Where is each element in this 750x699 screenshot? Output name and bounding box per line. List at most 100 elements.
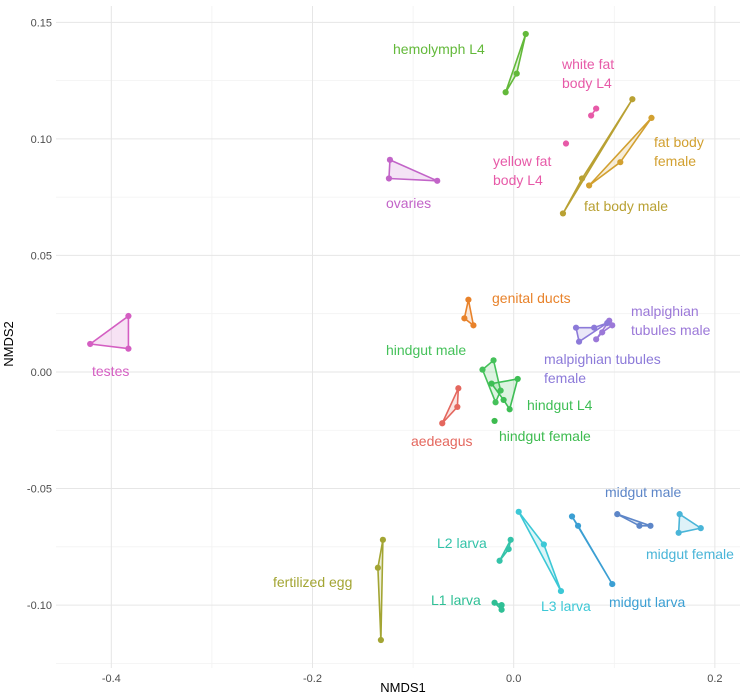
point-white-fat-body-l4	[593, 105, 600, 112]
y-tick-label: -0.10	[27, 600, 52, 612]
group-midgut-female	[675, 511, 704, 536]
group-l3-larva	[515, 508, 565, 595]
label-fat-body-male: fat body male	[584, 198, 668, 214]
point-fertilized-egg	[379, 536, 387, 543]
point-hindgut-male	[479, 366, 486, 373]
point-hemolymph-l4	[513, 70, 520, 77]
point-hemolymph-l4	[502, 89, 509, 96]
label-hindgut-male: hindgut male	[386, 342, 466, 358]
y-tick-label: 0.15	[31, 17, 52, 29]
point-l1-larva	[498, 606, 505, 613]
point-malpighian-tubules-female	[575, 338, 583, 345]
label-l1-larva: L1 larva	[431, 592, 481, 608]
point-aedeagus	[454, 403, 461, 411]
point-midgut-male	[647, 522, 654, 529]
point-fat-body-male	[578, 175, 586, 182]
label-midgut-female: midgut female	[646, 546, 734, 562]
point-aedeagus	[455, 385, 462, 392]
point-testes	[87, 340, 94, 348]
point-malpighian-tubules-female	[572, 324, 580, 331]
group-fat-body-female	[586, 114, 655, 189]
label-midgut-larva: midgut larva	[609, 594, 685, 610]
y-tick-label: -0.05	[27, 484, 52, 496]
label-hemolymph-l4: hemolymph L4	[393, 41, 485, 57]
point-fat-body-female	[586, 182, 593, 189]
group-midgut-male	[614, 511, 654, 529]
hull-midgut-female	[677, 513, 702, 534]
hull-l3-larva	[517, 511, 562, 592]
label-testes: testes	[92, 363, 129, 379]
label-fertilized-egg: fertilized egg	[273, 574, 352, 590]
y-tick-label: 0.10	[31, 134, 52, 146]
y-axis-ticks: -0.10 -0.05 0.00 0.05 0.10 0.15	[27, 17, 52, 612]
label-malpighian-tubules-female: malpighian tubules female	[544, 351, 661, 386]
point-l2-larva	[505, 546, 512, 553]
point-l3-larva	[540, 541, 547, 548]
point-l2-larva	[496, 557, 503, 564]
group-ovaries	[385, 156, 441, 184]
x-axis-ticks: -0.4 -0.2 0.0 0.2	[102, 673, 723, 685]
group-yellow-fat-body-l4	[562, 140, 570, 147]
point-testes	[125, 312, 132, 320]
point-hindgut-l4	[514, 375, 521, 383]
group-midgut-larva	[568, 513, 616, 588]
point-genital-ducts	[461, 315, 468, 322]
point-midgut-larva	[568, 513, 576, 520]
point-ovaries	[385, 175, 393, 182]
group-hindgut-l4	[488, 375, 521, 413]
point-hindgut-l4	[500, 396, 507, 404]
point-l3-larva	[557, 587, 565, 595]
point-genital-ducts	[470, 322, 477, 329]
label-genital-ducts: genital ducts	[492, 290, 571, 306]
hull-fertilized-egg	[377, 538, 384, 641]
group-malpighian-tubules-female	[572, 319, 611, 345]
label-hindgut-l4: hindgut L4	[527, 397, 593, 413]
point-fertilized-egg	[377, 636, 384, 644]
point-ovaries	[386, 156, 394, 163]
point-midgut-female	[676, 511, 683, 518]
point-white-fat-body-l4	[588, 112, 595, 119]
group-testes	[87, 312, 132, 352]
hull-midgut-larva	[571, 515, 614, 585]
group-l2-larva	[496, 536, 514, 564]
point-fat-body-male	[559, 210, 567, 217]
hull-fat-body-female	[588, 117, 653, 187]
hull-l2-larva	[498, 538, 512, 562]
point-midgut-male	[636, 522, 643, 529]
point-fat-body-female	[617, 159, 624, 166]
point-malpighian-tubules-female	[591, 324, 598, 331]
point-l1-larva	[498, 601, 505, 609]
y-tick-label: 0.00	[31, 367, 52, 379]
label-aedeagus: aedeagus	[411, 433, 473, 449]
point-hindgut-male	[492, 399, 499, 406]
point-malpighian-tubules-female	[604, 319, 611, 327]
point-genital-ducts	[465, 296, 472, 303]
hull-ovaries	[388, 159, 439, 182]
group-white-fat-body-l4	[588, 105, 600, 119]
point-midgut-larva	[574, 522, 582, 529]
x-tick-label: -0.2	[303, 673, 322, 685]
label-yellow-fat-body-l4: yellow fat body L4	[493, 153, 551, 188]
hull-genital-ducts	[463, 298, 475, 327]
group-genital-ducts	[461, 296, 477, 329]
point-aedeagus	[439, 420, 446, 427]
point-fertilized-egg	[374, 564, 381, 571]
point-hindgut-l4	[506, 406, 513, 413]
point-l3-larva	[515, 508, 522, 515]
point-hemolymph-l4	[522, 30, 529, 38]
grid-minor	[56, 6, 740, 668]
hull-testes	[89, 315, 130, 350]
label-fat-body-female: fat body female	[654, 134, 704, 169]
point-fat-body-male	[629, 96, 636, 103]
group-label-layer: hemolymph L4 white fat body L4 yellow fat bo…	[92, 41, 734, 614]
point-l1-larva	[491, 599, 498, 606]
point-hindgut-l4	[488, 380, 495, 387]
label-hindgut-female: hindgut female	[499, 428, 591, 444]
group-hindgut-female	[491, 417, 498, 425]
point-midgut-male	[614, 511, 621, 518]
group-aedeagus	[439, 385, 462, 427]
x-tick-label: 0.0	[506, 673, 521, 685]
group-fat-body-male	[559, 96, 636, 217]
point-midgut-larva	[609, 580, 616, 588]
point-yellow-fat-body-l4	[562, 140, 570, 147]
